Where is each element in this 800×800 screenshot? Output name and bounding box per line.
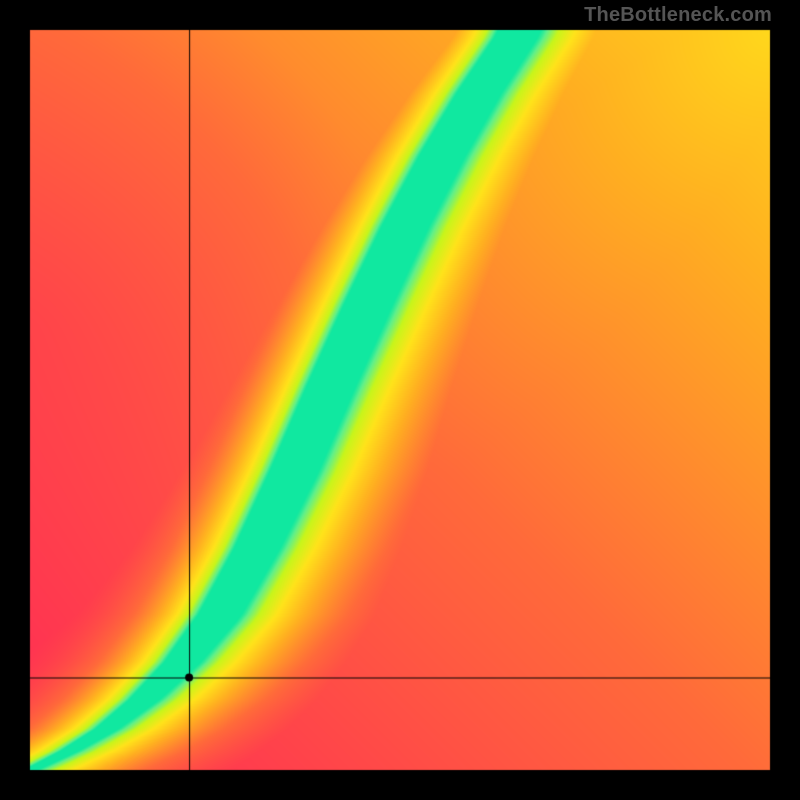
watermark-text: TheBottleneck.com: [584, 4, 772, 27]
heatmap-canvas: [0, 0, 800, 800]
chart-container: TheBottleneck.com: [0, 0, 800, 800]
